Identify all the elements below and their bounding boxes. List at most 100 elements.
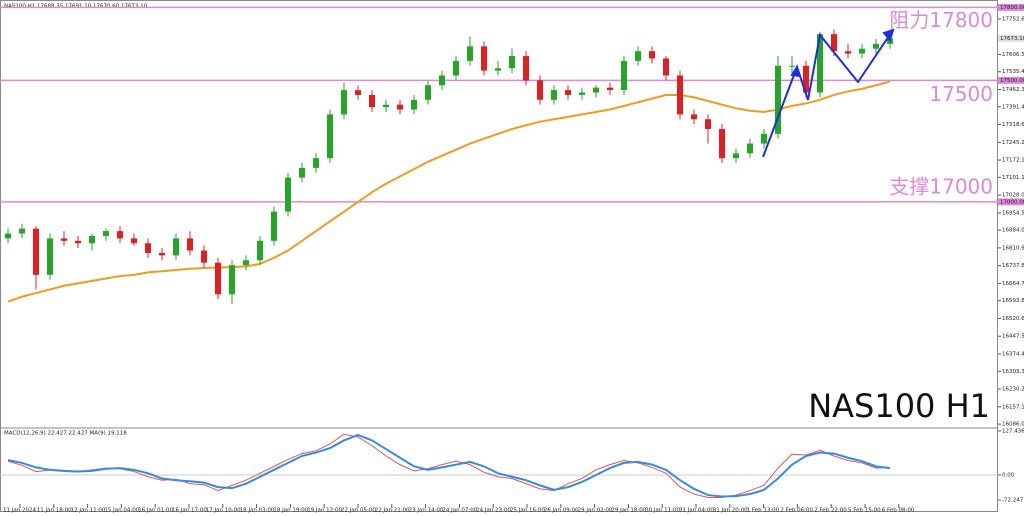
y-tick-label: 16303.30 [1002,369,1024,375]
candle-body [173,238,179,256]
candle-body [271,211,277,241]
x-tick-label: 11 Jan 18:00 [37,508,72,514]
candle-body [187,238,193,251]
y-tick-label: 16737.80 [1002,263,1024,269]
last-price-label: 17673.10 [1000,36,1024,42]
candle-body [579,92,585,95]
candle-body [61,238,67,241]
moving-average [7,80,891,303]
level-tag-label: 17800.00 [1000,5,1024,11]
y-tick-label: 17028.00 [1002,193,1024,199]
candle-body [719,128,725,159]
candle-body [495,68,501,71]
candle-body [425,85,431,100]
level-tag [998,76,1024,84]
candle-body [705,119,711,129]
candle-body [257,240,263,261]
candle-body [733,153,739,159]
candle-body [453,60,459,76]
y-tick-label: 17172.10 [1002,158,1024,164]
candle-body [509,56,515,69]
candle-body [103,231,109,236]
x-tick-label: 5 Feb 15:00 [848,508,881,514]
candle-body [565,90,571,95]
candle-body [831,34,837,52]
candle-body [789,65,795,67]
x-tick-label: 29 Jan 18:00 [611,508,646,514]
x-tick-label: 17 Jan 10:00 [206,508,241,514]
level-tag [998,198,1024,206]
candle-body [131,238,137,244]
y-tick-label: 17462.30 [1002,87,1024,93]
y-tick-label: 16374.40 [1002,351,1024,357]
x-tick-label: 18 Jan 19:00 [273,508,308,514]
candle-body [159,252,165,256]
candle-body [537,80,543,100]
level-tag [998,3,1024,11]
macd-y-tick-label: -72.247 [1002,497,1024,503]
x-tick-label: 2 Feb 06:00 [780,508,813,514]
candle-body [523,56,529,81]
x-tick-label: 31 Jan 04:00 [679,508,714,514]
candle-body [747,143,753,154]
x-tick-label: 22 Jan 21:00 [375,508,410,514]
candle-body [341,90,347,115]
candle-body [775,65,781,134]
candle-body [873,43,879,49]
y-tick-label: 16810.90 [1002,245,1024,251]
candle-body [33,228,39,275]
candle-body [145,243,151,253]
y-tick-label: 16520.65 [1002,316,1024,322]
level-text: 支撑17000 [889,174,993,198]
y-tick-label: 17318.60 [1002,122,1024,128]
candle-body [5,233,11,239]
arrow-head [790,64,802,78]
candle-body [201,250,207,263]
candle-body [299,167,305,178]
y-tick-label: 17752.60 [1002,16,1024,22]
y-tick-label: 17391.40 [1002,104,1024,110]
x-tick-label: 24 Jan 23:00 [476,508,511,514]
x-tick-label: 31 Jan 20:00 [713,508,748,514]
candle-body [677,75,683,115]
candle-body [439,75,445,86]
frame [0,0,998,512]
candle-body [621,60,627,91]
candle-body [19,228,25,234]
candle-body [355,90,361,95]
candle-body [243,260,249,266]
candle-body [411,99,417,110]
trend-arrows [762,28,895,158]
y-tick-label: 17606.50 [1002,52,1024,58]
candle-body [481,46,487,71]
y-tick-label: 17245.20 [1002,140,1024,146]
x-tick-label: 24 Jan 07:00 [442,508,477,514]
candle-body [285,177,291,212]
y-tick-label: 16954.50 [1002,210,1024,216]
y-tick-label: 16884.00 [1002,228,1024,234]
x-tick-label: 1 Feb 13:00 [747,508,780,514]
candle-body [663,58,669,76]
candle-body [89,235,95,244]
candle-body [467,46,473,61]
candle-body [761,133,767,144]
candle-body [327,114,333,159]
y-tick-label: 17101.15 [1002,175,1024,181]
x-tick-label: 30 Jan 11:00 [645,508,680,514]
x-tick-label: 26 Jan 09:00 [544,508,579,514]
level-tag-label: 17000.00 [1000,199,1024,205]
chart-title: NAS100,H1 17688.35 17691.10 17670.60 176… [4,4,148,10]
candle-body [369,94,375,108]
candle-body [383,104,389,108]
candle-body [47,238,53,275]
candle-body [649,51,655,59]
level-text: 17500 [929,82,993,106]
candle-body [397,104,403,110]
candle-body [117,231,123,239]
candle-body [75,240,81,244]
macd-y-tick-label: 127.436 [1002,428,1024,434]
y-tick-label: 17535.45 [1002,69,1024,75]
y-tick-label: 16086.00 [1002,422,1024,428]
